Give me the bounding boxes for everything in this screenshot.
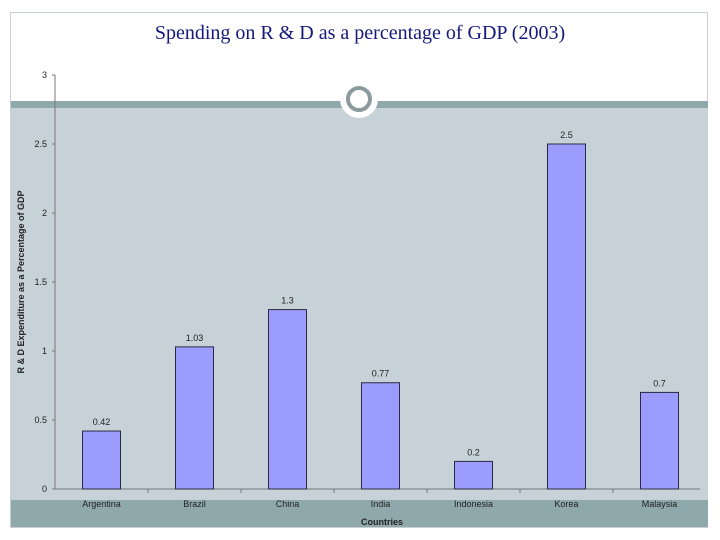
data-label-malaysia: 0.7	[653, 378, 666, 388]
x-tick-label: Argentina	[82, 499, 121, 509]
plot-background	[11, 108, 708, 500]
slide-title: Spending on R & D as a percentage of GDP…	[154, 22, 566, 44]
bar-indonesia	[454, 460, 493, 490]
bar-brazil	[175, 346, 214, 490]
y-tick-label: 1	[42, 346, 47, 356]
bar-argentina	[82, 430, 121, 490]
decorative-ring-icon	[340, 80, 378, 118]
y-tick-label: 1.5	[34, 277, 47, 287]
decorative-band-bottom	[11, 500, 708, 527]
x-tick-label: India	[371, 499, 391, 509]
y-axis-title: R & D Expenditure as a Percentage of GDP	[16, 190, 26, 373]
chart-bars	[82, 143, 679, 490]
y-tick-label: 3	[42, 70, 47, 80]
data-label-china: 1.3	[281, 296, 294, 306]
bar-malaysia	[640, 391, 679, 490]
y-tick-label: 2.5	[34, 139, 47, 149]
y-tick-label: 0.5	[34, 415, 47, 425]
data-label-argentina: 0.42	[93, 417, 111, 427]
bar-china	[268, 309, 307, 490]
data-label-indonesia: 0.2	[467, 447, 480, 457]
x-tick-label: Korea	[554, 499, 578, 509]
y-tick-label: 2	[42, 208, 47, 218]
x-axis-title: Countries	[361, 517, 403, 527]
bar-india	[361, 382, 400, 490]
bar-korea	[547, 143, 586, 490]
data-label-korea: 2.5	[560, 130, 573, 140]
y-tick-label: 0	[42, 484, 47, 494]
data-label-india: 0.77	[372, 369, 390, 379]
x-tick-label: Indonesia	[454, 499, 493, 509]
chart-labels: 0 0.5 1 1.5 2 2.5 3 0.42 Argentina 1.03 Brazil 1.3 C…	[16, 70, 677, 527]
data-label-brazil: 1.03	[186, 333, 204, 343]
x-tick-label: Brazil	[183, 499, 206, 509]
x-tick-label: China	[276, 499, 300, 509]
x-tick-label: Malaysia	[642, 499, 678, 509]
